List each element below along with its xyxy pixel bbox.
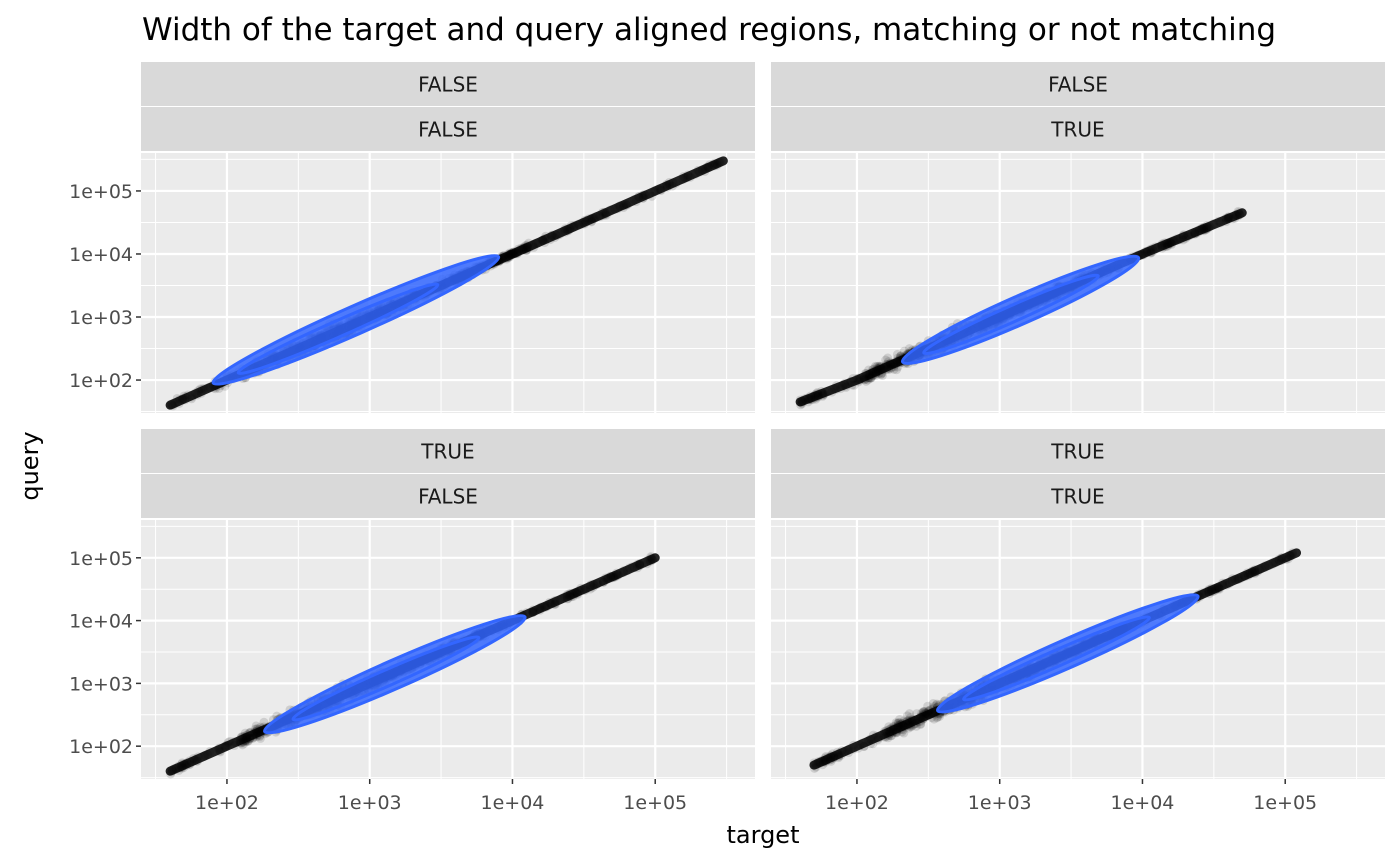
facet-strip-label: FALSE: [418, 485, 478, 509]
facet-strip-label: FALSE: [1048, 73, 1108, 97]
facet-strip-label: TRUE: [420, 440, 474, 464]
facet-strip: [771, 474, 1385, 518]
facet-strip-label: TRUE: [1050, 485, 1104, 509]
facet-strip: [141, 107, 755, 151]
y-axis-title: query: [16, 431, 44, 500]
scatter-point: [923, 701, 933, 711]
facet-strip-label: TRUE: [1050, 118, 1104, 142]
density-contour: [922, 273, 1100, 356]
x-tick-label: 1e+05: [623, 792, 687, 814]
facet-strip: [771, 107, 1385, 151]
x-axis-title: target: [727, 821, 800, 849]
chart-title: Width of the target and query aligned re…: [142, 12, 1276, 48]
density-contour: [263, 614, 527, 735]
facet-panel: FALSE TRUE: [771, 62, 1385, 413]
scatter-point: [883, 353, 893, 363]
x-tick-label: 1e+03: [968, 792, 1032, 814]
scatter-point: [904, 709, 914, 719]
y-tick-label: 1e+05: [69, 548, 133, 570]
facet-strip: [141, 429, 755, 473]
y-tick-label: 1e+04: [69, 611, 133, 633]
x-tick-label: 1e+04: [481, 792, 545, 814]
y-tick-label: 1e+02: [69, 736, 133, 758]
x-tick-label: 1e+04: [1111, 792, 1175, 814]
density-contour: [900, 254, 1141, 365]
facet-panel: TRUE TRUE 1e+02 1e+03 1e+04 1e+05: [771, 429, 1385, 814]
y-tick-label: 1e+02: [69, 370, 133, 392]
gridlines: [771, 520, 1385, 779]
facet-panel: FALSE FALSE 1e+02 1e+03 1e+04 1e+05: [69, 62, 755, 413]
density-contour: [962, 615, 1151, 702]
y-tick-label: 1e+04: [69, 244, 133, 266]
y-tick-label: 1e+03: [69, 307, 133, 329]
facet-panel: TRUE FALSE 1e+02 1e+03 1e+04 1e+05 1e+02 1e+03 1…: [69, 429, 755, 814]
x-tick-label: 1e+03: [338, 792, 402, 814]
gridlines: [771, 153, 1385, 413]
facet-strip-label: TRUE: [1050, 440, 1104, 464]
facet-strip-label: FALSE: [418, 118, 478, 142]
density-contour: [236, 282, 440, 375]
x-tick-label: 1e+05: [1253, 792, 1317, 814]
y-tick-label: 1e+03: [69, 673, 133, 695]
density-contour: [211, 254, 501, 386]
density-contour: [291, 635, 481, 722]
facet-strip: [141, 474, 755, 518]
facet-strip: [771, 429, 1385, 473]
y-tick-label: 1e+05: [69, 181, 133, 203]
x-tick-label: 1e+02: [195, 792, 259, 814]
facet-strip: [141, 62, 755, 106]
gridlines: [141, 520, 755, 779]
density-contour: [936, 593, 1200, 714]
facet-strip: [771, 62, 1385, 106]
scatter-point: [928, 699, 938, 709]
facet-panels: FALSEFALSE1e+021e+031e+041e+05FALSETRUET…: [69, 62, 1385, 814]
x-tick-label: 1e+02: [825, 792, 889, 814]
facet-strip-label: FALSE: [418, 73, 478, 97]
